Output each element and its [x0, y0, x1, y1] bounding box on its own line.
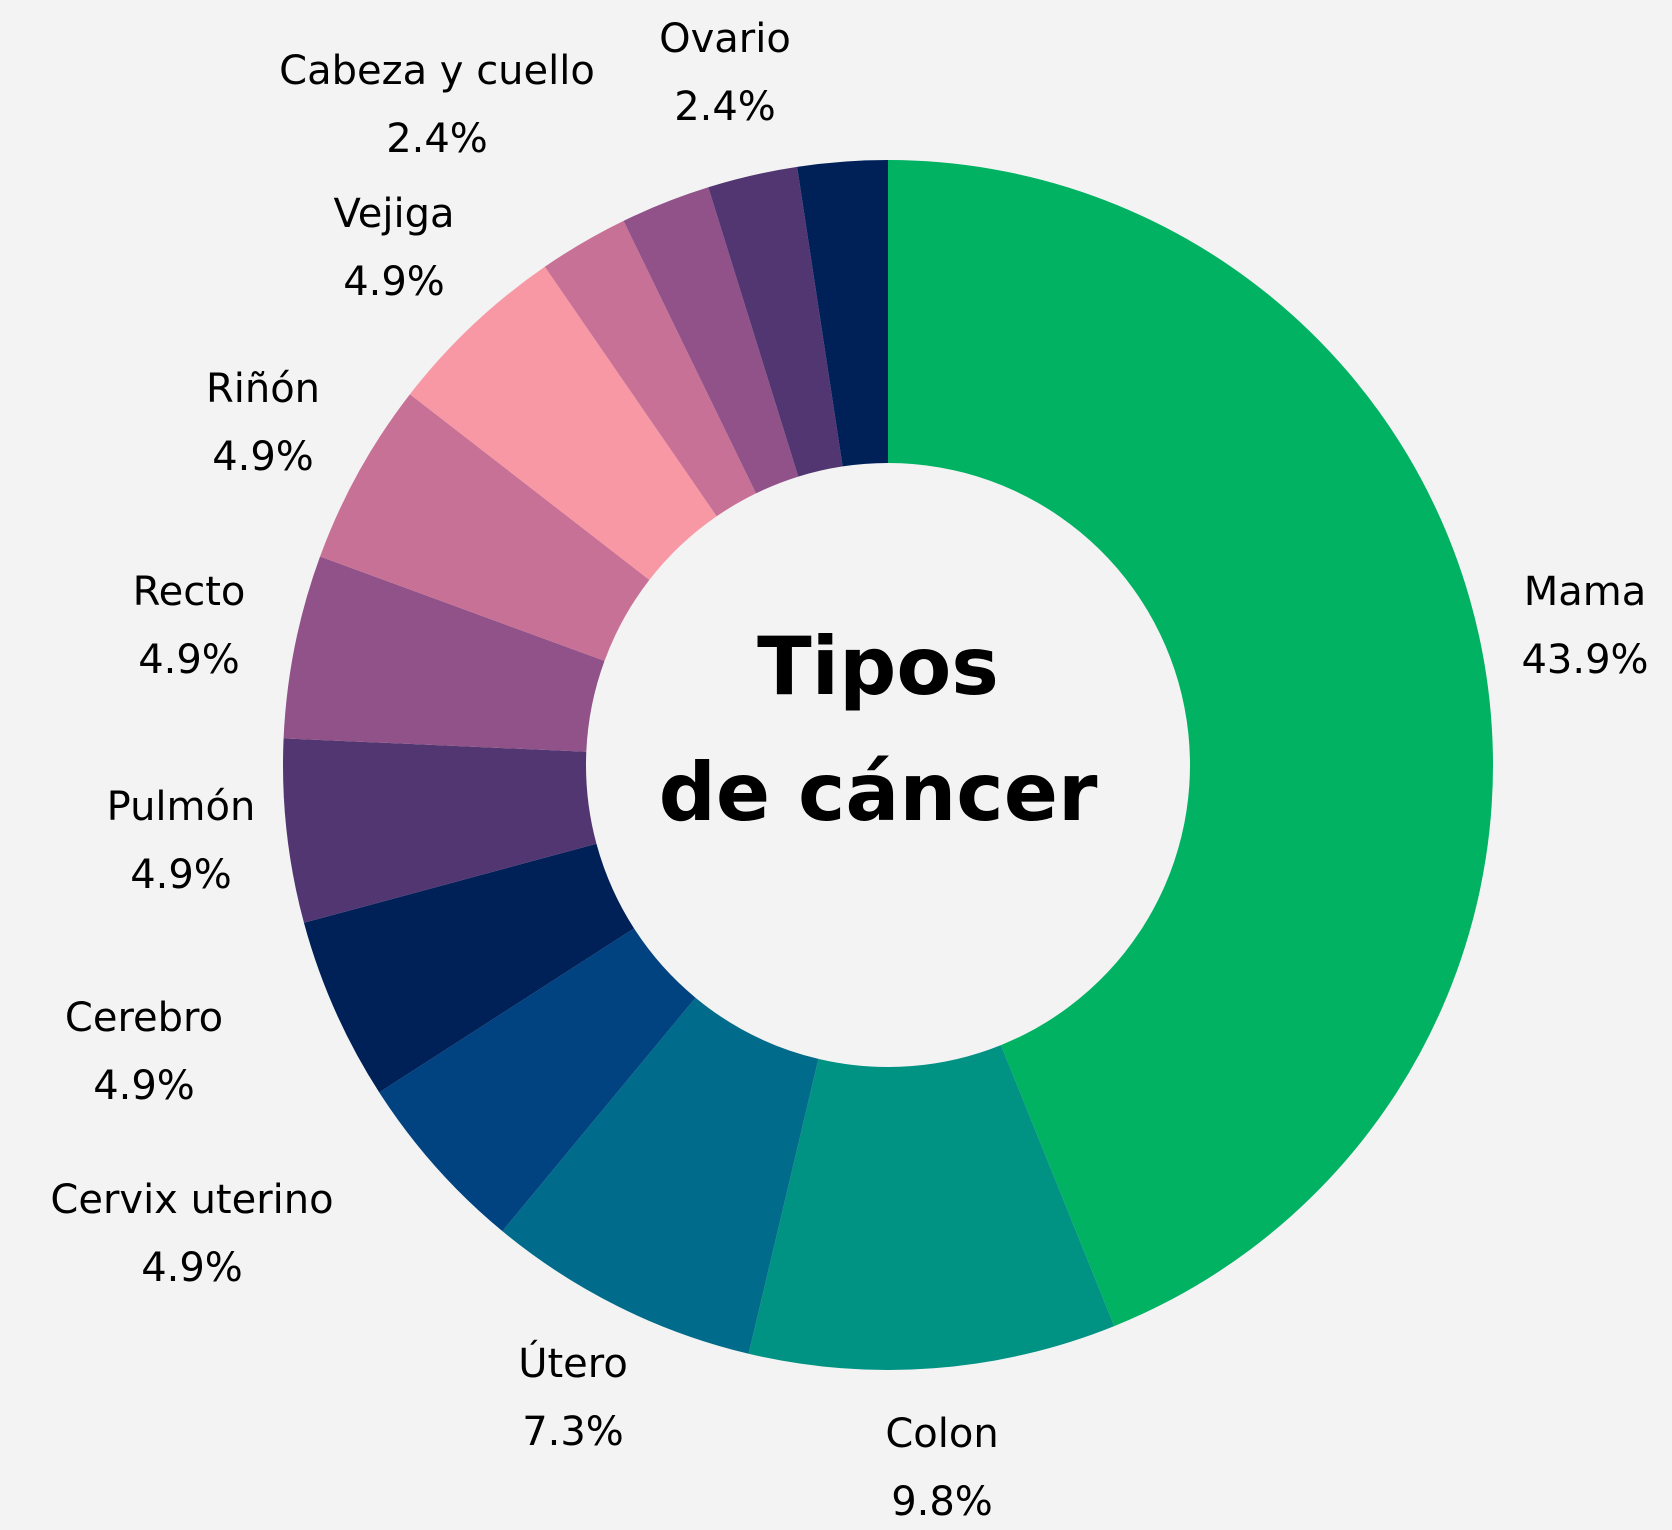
slice	[320, 394, 650, 661]
value-label: 9.8%	[891, 1479, 993, 1525]
slice-label: Pulmón	[107, 784, 256, 830]
slice	[544, 220, 756, 517]
slice-label: Ovario	[659, 16, 791, 62]
value-label: 4.9%	[141, 1245, 243, 1291]
slice	[303, 843, 635, 1093]
slice-label: Mama	[1524, 569, 1647, 615]
slice	[283, 556, 605, 752]
chart-title: Tipos	[757, 620, 999, 713]
value-label: 4.9%	[93, 1063, 195, 1109]
donut	[283, 160, 1494, 1370]
slice	[797, 160, 888, 467]
slice-label: Cerebro	[65, 995, 223, 1041]
slice	[623, 187, 799, 494]
slice-label: Útero	[518, 1339, 628, 1387]
value-label: 4.9%	[138, 637, 240, 683]
slice-label: Riñón	[206, 366, 320, 412]
chart-title: de cáncer	[659, 746, 1098, 839]
value-label: 2.4%	[386, 116, 488, 162]
slice	[283, 738, 597, 923]
slice	[888, 160, 1494, 1327]
slice-label: Colon	[885, 1411, 998, 1457]
slice-label: Recto	[133, 569, 246, 615]
slice	[748, 1045, 1115, 1370]
slice	[502, 997, 819, 1354]
value-label: 4.9%	[130, 852, 232, 898]
value-label: 2.4%	[674, 84, 776, 130]
value-label: 43.9%	[1521, 637, 1648, 683]
slice-label: Vejiga	[334, 191, 455, 237]
slice	[379, 928, 696, 1232]
value-label: 4.9%	[343, 259, 445, 305]
slice	[409, 266, 717, 580]
value-label: 4.9%	[212, 434, 314, 480]
slice-label: Cervix uterino	[50, 1177, 333, 1223]
slice-label: Cabeza y cuello	[279, 48, 595, 94]
value-label: 7.3%	[522, 1409, 624, 1455]
slice	[708, 166, 843, 477]
